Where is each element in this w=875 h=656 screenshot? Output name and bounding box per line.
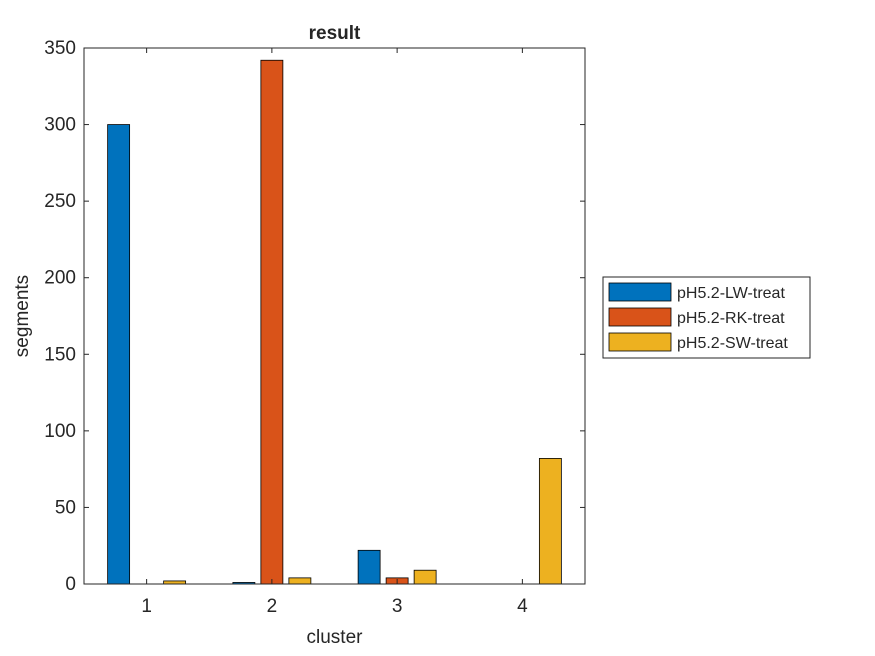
legend-swatch-2 [608,307,672,327]
bar-1-cluster-1 [107,124,131,585]
x-tick-label-3: 3 [392,596,403,617]
legend: pH5.2-LW-treat pH5.2-RK-treat pH5.2-SW-tre… [602,276,811,359]
bar-1-cluster-3 [357,549,381,585]
y-tick-label-300: 300 [44,115,76,136]
x-tick-label-2: 2 [267,596,278,617]
plot-area [84,48,585,584]
legend-label-2: pH5.2-RK-treat [677,310,785,327]
x-tick-label-1: 1 [141,596,152,617]
y-tick-label-350: 350 [44,38,76,59]
y-axis-label: segments [12,275,33,357]
y-tick-label-100: 100 [44,421,76,442]
y-tick-label-50: 50 [55,497,76,518]
legend-label-3: pH5.2-SW-treat [677,335,788,352]
bar-3-cluster-3 [413,569,437,585]
y-tick-label-0: 0 [65,574,76,595]
y-tick-label-250: 250 [44,191,76,212]
legend-label-1: pH5.2-LW-treat [677,285,785,302]
legend-swatch-3 [608,332,672,352]
axes-box [83,47,586,585]
y-axis: 0 50 100 150 200 250 300 350 [44,38,585,595]
y-tick-label-150: 150 [44,344,76,365]
chart-title: result [309,23,361,44]
y-tick-label-200: 200 [44,268,76,289]
bar-3-cluster-2 [288,577,312,585]
bar-3-cluster-4 [538,458,562,585]
legend-swatch-1 [608,282,672,302]
x-axis-label: cluster [307,627,364,648]
x-tick-label-4: 4 [517,596,528,617]
x-axis: 1 2 3 4 [141,48,528,617]
bar-2-cluster-2 [260,59,284,585]
